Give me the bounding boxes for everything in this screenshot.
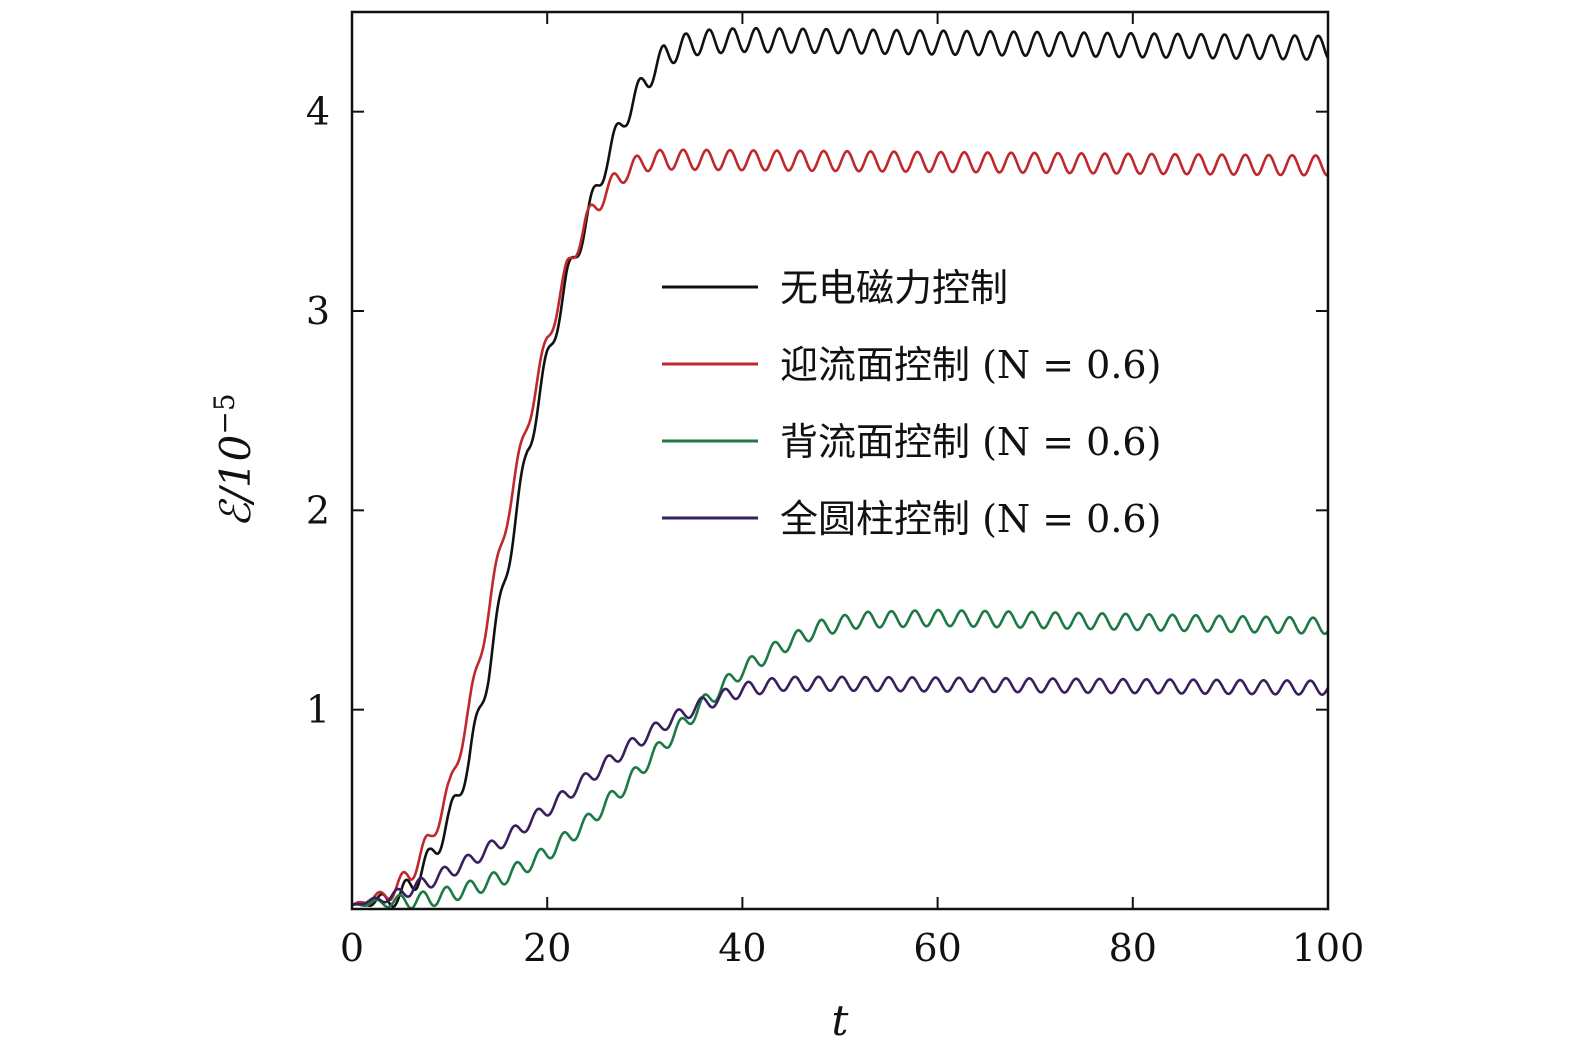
x-axis-title: t [832,996,849,1045]
legend-label: 全圆柱控制 (N = 0.6) [780,497,1161,541]
y-tick-label: 2 [306,488,330,532]
series-line [351,675,1330,907]
y-axis-title-base: ℰ/10 [211,435,260,528]
y-axis-title-exponent: −5 [208,393,241,434]
x-tick-label: 60 [913,926,961,970]
y-axis: 1 2 3 4 [306,90,1328,732]
series-line [351,26,1330,908]
y-axis-title: ℰ/10−5 [208,393,260,527]
y-tick-label: 3 [306,289,330,333]
x-tick-label: 100 [1292,926,1365,970]
x-axis: 0 20 40 60 80 100 [340,12,1364,970]
legend-label: 背流面控制 (N = 0.6) [780,420,1161,464]
legend-label: 迎流面控制 (N = 0.6) [780,343,1161,387]
y-tick-label: 4 [306,90,330,134]
series-layer [351,26,1330,910]
legend-label: 无电磁力控制 [780,266,1008,310]
x-tick-label: 0 [340,926,364,970]
x-tick-label: 20 [523,926,571,970]
y-tick-label: 1 [306,688,330,732]
series-line [351,608,1330,910]
x-tick-label: 80 [1109,926,1157,970]
y-axis-title-text: ℰ/10−5 [208,393,260,527]
x-tick-label: 40 [718,926,766,970]
plot-frame [350,10,1330,911]
series-line [351,148,1329,907]
